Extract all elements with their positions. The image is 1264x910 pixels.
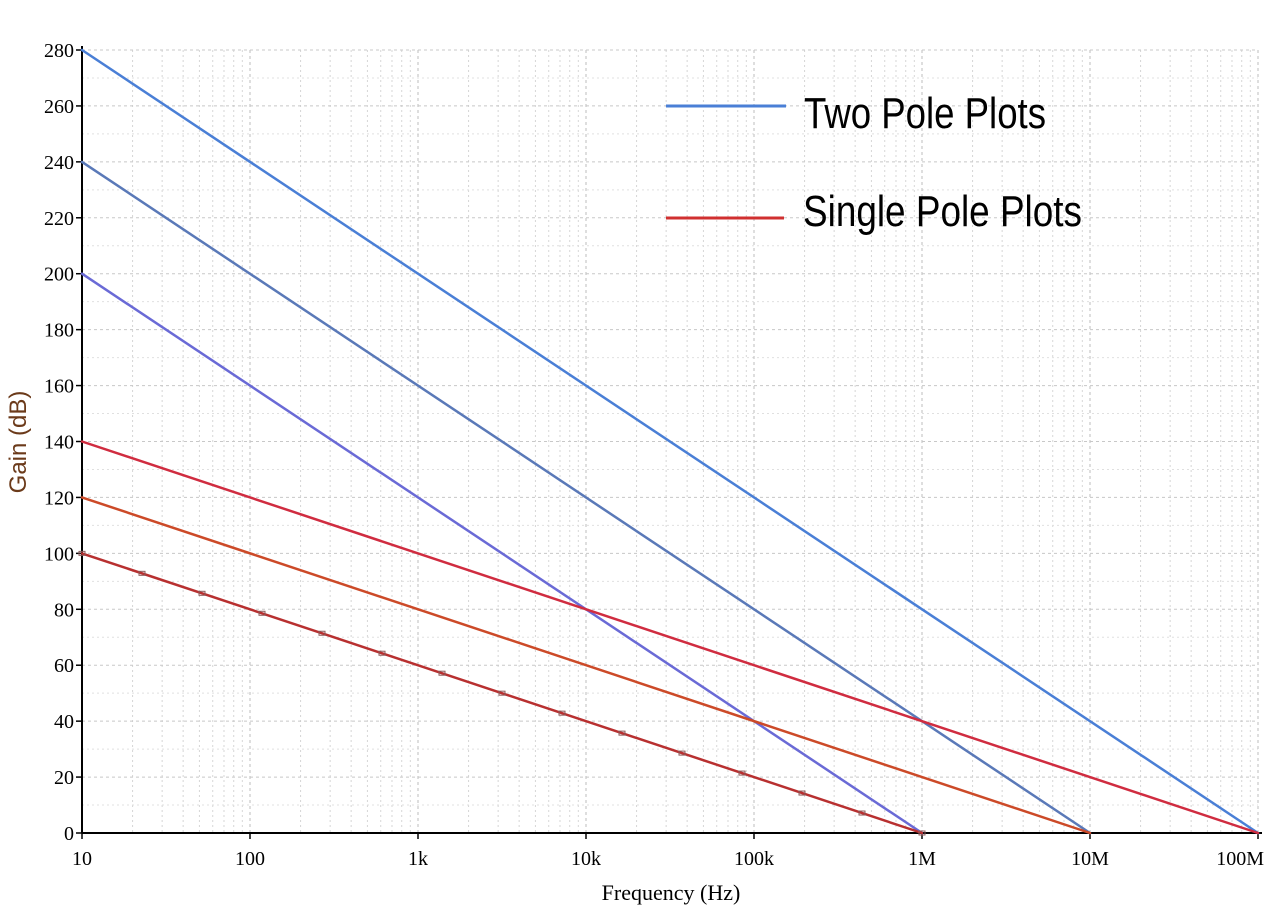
x-tick-label: 10k: [571, 848, 601, 870]
y-tick-label: 20: [54, 767, 74, 789]
y-axis-label: Gain (dB): [5, 391, 32, 494]
data-point-marker: [858, 810, 866, 816]
single-pole-line-2: [80, 496, 1092, 835]
single-pole-line-1: [80, 440, 1260, 835]
data-point-marker: [618, 730, 626, 736]
y-tick-label: 40: [54, 711, 74, 733]
x-axis-ticks: 10 100 1k 10k 100k 1M 10M 100M: [72, 833, 1264, 870]
x-tick-label: 10: [72, 848, 92, 870]
y-tick-label: 0: [64, 823, 74, 845]
x-tick-label: 100M: [1216, 848, 1264, 870]
legend-label-single-pole: Single Pole Plots: [803, 187, 1082, 236]
data-point-marker: [918, 830, 926, 836]
data-point-marker: [678, 750, 686, 756]
y-tick-label: 180: [44, 320, 74, 342]
y-tick-label: 100: [44, 543, 74, 565]
two-pole-line-1: [80, 48, 1260, 835]
y-tick-label: 140: [44, 432, 74, 454]
y-tick-label: 60: [54, 655, 74, 677]
series-lines: [78, 48, 1260, 836]
y-tick-label: 240: [44, 152, 74, 174]
y-tick-label: 220: [44, 208, 74, 230]
single-pole-line-3: [80, 552, 924, 835]
data-point-marker: [498, 690, 506, 696]
x-tick-label: 100: [235, 848, 265, 870]
data-point-marker: [198, 590, 206, 596]
y-tick-label: 260: [44, 96, 74, 118]
y-tick-label: 200: [44, 264, 74, 286]
data-point-marker: [558, 710, 566, 716]
y-axis-ticks: 0 20 40 60 80 100 120 140 160 180 200 220 240 260 280: [44, 40, 82, 845]
data-point-marker: [798, 790, 806, 796]
y-tick-label: 80: [54, 599, 74, 621]
axes: [81, 46, 1262, 834]
data-point-marker: [378, 650, 386, 656]
y-tick-label: 160: [44, 376, 74, 398]
legend-label-two-pole: Two Pole Plots: [804, 89, 1046, 138]
y-tick-label: 120: [44, 487, 74, 509]
data-point-marker: [258, 610, 266, 616]
two-pole-line-3: [80, 272, 924, 835]
y-tick-label: 280: [44, 40, 74, 62]
data-point-marker: [138, 570, 146, 576]
x-axis-label: Frequency (Hz): [602, 880, 741, 905]
x-tick-label: 100k: [734, 848, 774, 870]
data-point-marker: [318, 630, 326, 636]
data-point-marker: [78, 550, 86, 556]
x-tick-label: 1M: [908, 848, 936, 870]
data-point-marker: [438, 670, 446, 676]
x-tick-label: 1k: [408, 848, 428, 870]
x-tick-label: 10M: [1071, 848, 1109, 870]
data-point-marker: [738, 770, 746, 776]
legend: Two Pole Plots Single Pole Plots: [666, 89, 1082, 236]
